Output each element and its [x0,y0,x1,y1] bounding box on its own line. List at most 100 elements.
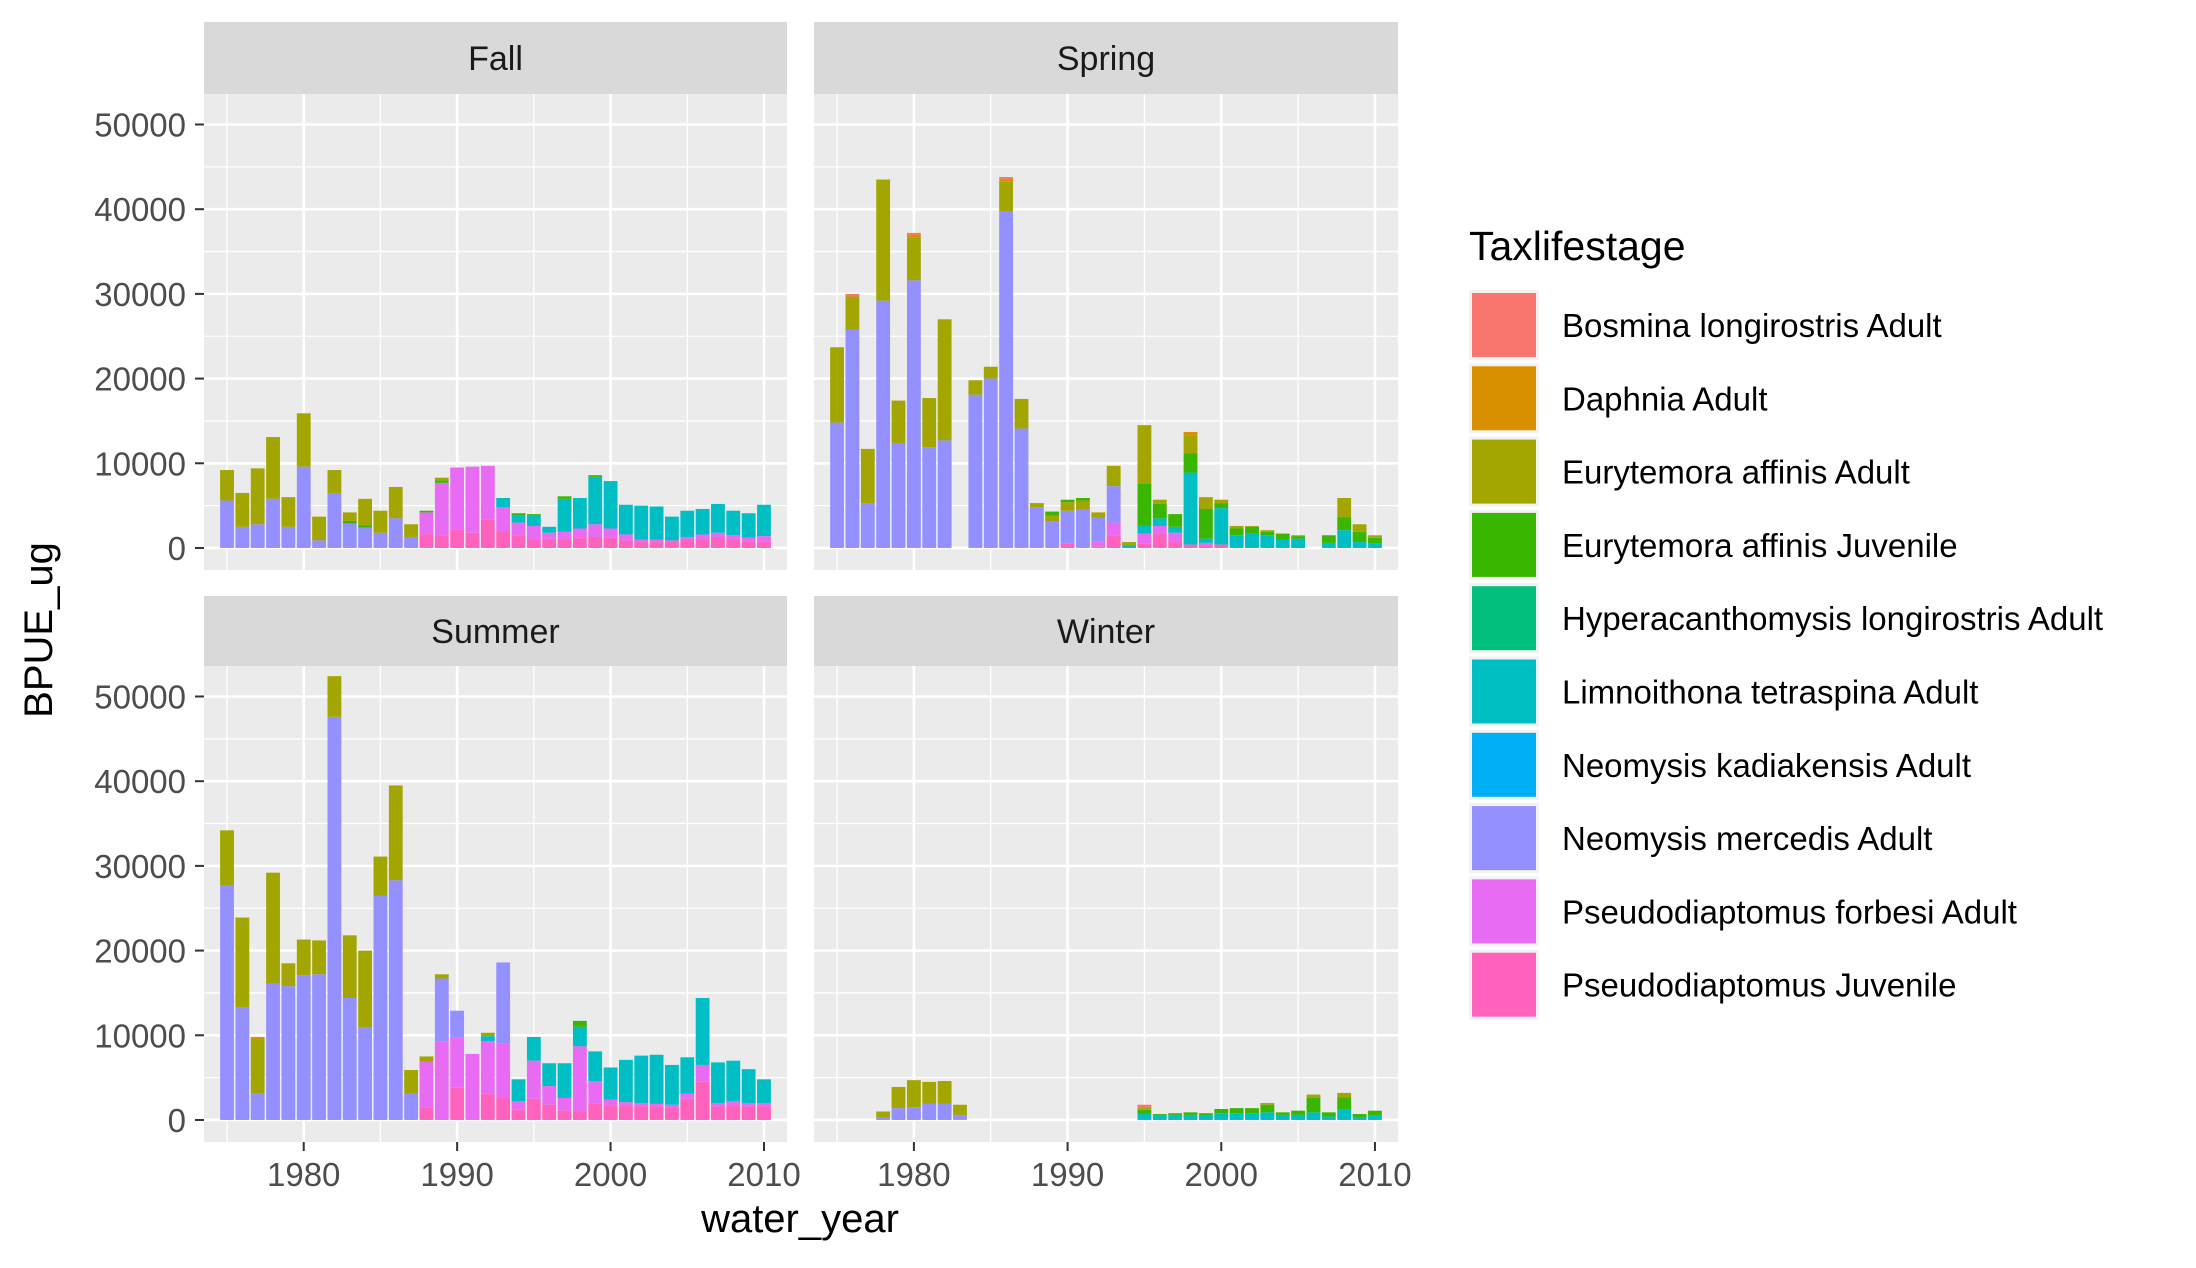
bar-segment-pseudodiaptomus-forbesi-adult-1993 [496,1043,511,1098]
bar-segment-eurytemora-affinis-adult-2003 [1260,1103,1275,1105]
bar-segment-pseudodiaptomus-forbesi-adult-1988 [419,512,434,535]
legend-item-eurytemora-affinis-adult: Eurytemora affinis Adult [1469,436,1910,507]
bar-segment-limnoithona-tetraspina-adult-2008 [726,510,741,536]
bar-segment-pseudodiaptomus-juvenile-1995 [1137,543,1152,548]
bar-segment-neomysis-mercedis-adult-1986 [999,211,1014,548]
bar-segment-neomysis-mercedis-adult-1992 [1091,517,1106,542]
bar-segment-eurytemora-affinis-juvenile-1984 [358,525,372,528]
bar-segment-limnoithona-tetraspina-adult-2010 [1368,543,1382,548]
bar-segment-pseudodiaptomus-juvenile-1998 [1183,544,1198,548]
bar-segment-limnoithona-tetraspina-adult-2009 [741,513,756,538]
bar-segment-pseudodiaptomus-juvenile-1995 [526,539,541,548]
bar-segment-pseudodiaptomus-juvenile-1996 [542,1104,557,1120]
bar-segment-eurytemora-affinis-adult-1989 [1045,515,1060,522]
bar-segment-eurytemora-affinis-adult-1984 [968,380,983,395]
bar-segment-neomysis-mercedis-adult-1980 [296,975,311,1120]
bar-segment-pseudodiaptomus-juvenile-1996 [542,538,557,548]
bar-segment-limnoithona-tetraspina-adult-1996 [542,526,557,533]
bar-segment-neomysis-mercedis-adult-1981 [922,1103,937,1120]
bar-segment-neomysis-mercedis-adult-1981 [312,974,326,1120]
bar-segment-eurytemora-affinis-adult-1983 [342,512,357,521]
bar-segment-eurytemora-affinis-adult-1975 [830,347,844,423]
bar-segment-limnoithona-tetraspina-adult-2001 [619,504,633,535]
legend: Taxlifestage Bosmina longirostris Adult D… [1469,223,2103,1020]
bar-segment-pseudodiaptomus-juvenile-1988 [419,534,434,548]
bar-segment-neomysis-mercedis-adult-1984 [358,1027,372,1120]
bar-segment-pseudodiaptomus-forbesi-adult-2008 [726,535,741,540]
bar-segment-bosmina-longirostris-adult-1995 [1137,1104,1152,1108]
bar-segment-eurytemora-affinis-juvenile-1996 [1152,503,1167,519]
bar-segment-daphnia-adult-1980 [906,234,921,238]
bar-segment-pseudodiaptomus-juvenile-1996 [1152,533,1167,548]
bar-segment-neomysis-mercedis-adult-1979 [281,986,296,1120]
bar-segment-eurytemora-affinis-juvenile-1998 [1183,1112,1198,1115]
bar-segment-limnoithona-tetraspina-adult-1999 [1198,538,1213,543]
bar-segment-pseudodiaptomus-forbesi-adult-1996 [542,532,557,539]
bar-segment-pseudodiaptomus-juvenile-2007 [711,536,725,548]
bar-segment-eurytemora-affinis-juvenile-2000 [1214,503,1229,509]
bar-segment-limnoithona-tetraspina-adult-2008 [1337,1109,1352,1120]
facet-strip-spring [814,22,1398,94]
bar-segment-pseudodiaptomus-forbesi-adult-2004 [665,1104,679,1108]
bar-segment-limnoithona-tetraspina-adult-2010 [757,504,771,537]
bar-segment-limnoithona-tetraspina-adult-2004 [665,516,679,541]
bar-segment-eurytemora-affinis-juvenile-2003 [1260,531,1275,536]
bar-segment-limnoithona-tetraspina-adult-1995 [526,1036,541,1061]
bar-segment-neomysis-mercedis-adult-1981 [922,447,937,548]
bar-segment-eurytemora-affinis-juvenile-2003 [1260,1104,1275,1113]
bar-segment-neomysis-mercedis-adult-1985 [373,895,388,1120]
bar-segment-eurytemora-affinis-adult-1978 [876,1111,891,1118]
bar-segment-limnoithona-tetraspina-adult-1996 [1152,518,1167,526]
bar-segment-neomysis-mercedis-adult-1977 [250,1093,265,1120]
panel-winter: Winter [814,596,1398,1142]
bar-segment-limnoithona-tetraspina-adult-2010 [757,1079,771,1104]
bar-segment-eurytemora-affinis-adult-1983 [953,1104,967,1115]
bar-segment-pseudodiaptomus-forbesi-adult-2001 [619,1102,633,1106]
bar-segment-limnoithona-tetraspina-adult-2003 [1260,1112,1275,1120]
bar-segment-pseudodiaptomus-forbesi-adult-2007 [711,532,725,537]
bar-segment-pseudodiaptomus-forbesi-adult-1993 [496,507,511,532]
bar-segment-eurytemora-affinis-adult-1976 [845,296,860,330]
bar-segment-eurytemora-affinis-adult-2010 [1368,535,1382,538]
facet-label-spring: Spring [1057,40,1155,78]
y-tick-label: 40000 [94,191,186,228]
legend-swatch [1472,586,1536,651]
bar-segment-pseudodiaptomus-forbesi-adult-2005 [680,536,695,540]
bar-segment-eurytemora-affinis-adult-1991 [1076,500,1090,510]
panel-background [814,666,1398,1142]
bar-segment-neomysis-mercedis-adult-1985 [373,532,388,548]
bar-segment-pseudodiaptomus-juvenile-1992 [480,519,495,548]
bar-segment-neomysis-mercedis-adult-1983 [953,1114,967,1120]
bar-segment-limnoithona-tetraspina-adult-1994 [1122,545,1136,548]
legend-label: Daphnia Adult [1562,380,1768,417]
bar-segment-eurytemora-affinis-juvenile-1999 [588,475,603,477]
bar-segment-limnoithona-tetraspina-adult-1998 [1183,1114,1198,1120]
bar-segment-eurytemora-affinis-adult-1985 [983,366,998,379]
legend-swatch [1472,806,1536,871]
bar-segment-eurytemora-affinis-adult-1986 [388,486,403,519]
bar-segment-limnoithona-tetraspina-adult-1992 [480,1036,495,1042]
bar-segment-pseudodiaptomus-juvenile-2008 [726,1105,741,1120]
facet-strip-fall [204,22,787,94]
bar-segment-neomysis-mercedis-adult-1986 [388,880,403,1120]
bar-segment-pseudodiaptomus-forbesi-adult-1991 [465,466,480,533]
bar-segment-neomysis-mercedis-adult-1982 [937,440,952,548]
legend-item-pseudodiaptomus-juvenile: Pseudodiaptomus Juvenile [1469,949,1956,1020]
bar-segment-eurytemora-affinis-adult-1988 [1029,503,1044,508]
bar-segment-limnoithona-tetraspina-adult-1998 [572,1026,587,1047]
bar-segment-pseudodiaptomus-forbesi-adult-1992 [1091,541,1106,547]
facet-strip-winter [814,596,1398,666]
bar-segment-eurytemora-affinis-adult-2000 [1214,499,1229,504]
bar-segment-eurytemora-affinis-adult-1990 [1060,502,1075,511]
bar-segment-neomysis-mercedis-adult-1984 [968,394,983,548]
bar-segment-eurytemora-affinis-juvenile-2010 [1368,537,1382,544]
bar-segment-limnoithona-tetraspina-adult-1993 [496,498,511,508]
bar-segment-eurytemora-affinis-adult-1992 [480,1032,495,1037]
bar-segment-pseudodiaptomus-juvenile-2001 [619,540,633,548]
bar-segment-limnoithona-tetraspina-adult-1999 [588,476,603,525]
bar-segment-limnoithona-tetraspina-adult-2004 [1275,1114,1290,1120]
bar-segment-eurytemora-affinis-adult-1982 [327,676,342,717]
bar-segment-limnoithona-tetraspina-adult-2005 [680,510,695,537]
bar-segment-limnoithona-tetraspina-adult-2006 [695,509,710,535]
bar-segment-neomysis-mercedis-adult-1989 [434,978,449,1042]
